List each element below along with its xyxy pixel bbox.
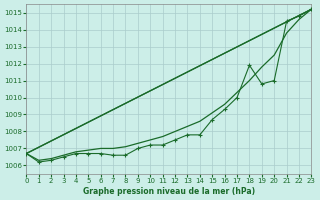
- X-axis label: Graphe pression niveau de la mer (hPa): Graphe pression niveau de la mer (hPa): [83, 187, 255, 196]
